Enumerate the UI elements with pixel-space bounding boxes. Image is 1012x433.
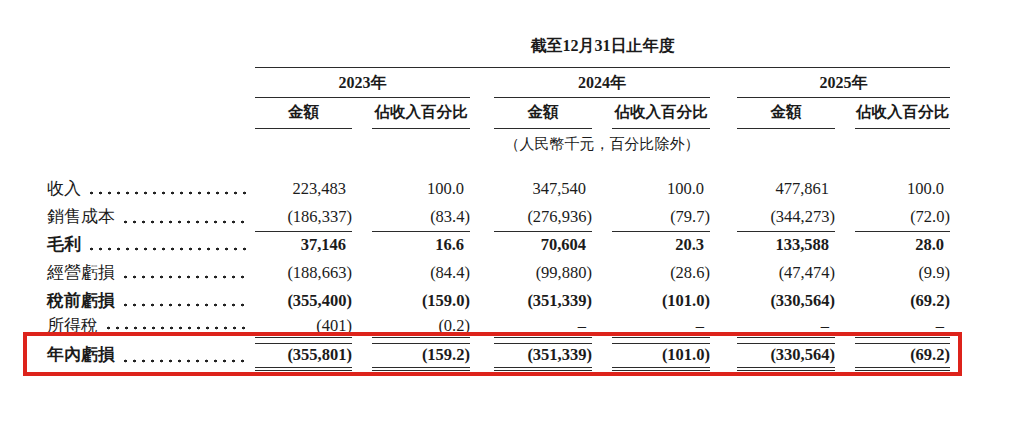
rule-segment: [255, 337, 352, 344]
dot-leader: [121, 259, 247, 287]
col-header-2023-pct: 佔收入百分比: [372, 98, 470, 129]
value-cell: 347,540: [494, 175, 592, 203]
row-label: 年內虧損: [47, 344, 255, 371]
dot-leader: [87, 175, 247, 203]
row-label: 銷售成本: [47, 203, 255, 232]
year-group-row: 2023年 2024年 2025年: [47, 68, 950, 98]
value-cell: (355,400): [255, 287, 352, 315]
value-cell: 100.0: [855, 175, 950, 203]
value-cell: (159.2): [372, 344, 470, 371]
period-header: 截至12月31日止年度: [255, 36, 950, 68]
dot-leader: [104, 315, 247, 338]
col-header-2024-amount: 金額: [494, 98, 592, 129]
value-cell: 28.0: [855, 231, 950, 259]
year-label-2024: 2024年: [494, 68, 710, 98]
value-cell: (84.4): [372, 259, 470, 287]
value-cell: 100.0: [612, 175, 710, 203]
value-cell: 133,588: [737, 231, 835, 259]
year-label-2023: 2023年: [255, 68, 470, 98]
value-cell: (330,564): [737, 287, 835, 315]
value-cell: 477,861: [737, 175, 835, 203]
value-cell: 223,483: [255, 175, 352, 203]
dot-leader: [121, 287, 247, 315]
value-cell: (344,273): [737, 203, 835, 232]
table-row: 經營虧損 (188,663) (84.4) (99,880) (28.6) (47,474…: [47, 259, 950, 287]
value-cell: 37,146: [255, 231, 352, 259]
year-label-2025: 2025年: [737, 68, 950, 98]
table-body: 收入223,483100.0347,540100.0477,861100.0銷售…: [0, 175, 1012, 371]
dot-leader: [121, 344, 247, 371]
value-cell: (69.2): [855, 344, 950, 371]
unit-note-row: （人民幣千元，百分比除外）: [47, 129, 950, 154]
value-cell: (28.6): [612, 259, 710, 287]
table-row: 毛利 37,146 16.6 70,604 20.3 133,588 28.0: [47, 231, 950, 259]
table-row: 收入 223,483 100.0 347,540 100.0 477,861 100.0: [47, 175, 950, 203]
value-cell: (72.0): [855, 203, 950, 232]
value-cell: (401): [255, 315, 352, 338]
rule-segment: [737, 337, 835, 344]
row-label: 收入: [47, 175, 255, 203]
value-cell: (47,474): [737, 259, 835, 287]
col-header-2025-pct: 佔收入百分比: [855, 98, 950, 129]
row-label-text: 毛利: [47, 231, 81, 259]
table-row: 年內虧損 (355,801) (159.2) (351,339) (101.0) (330…: [47, 344, 950, 371]
row-label: 所得稅: [47, 315, 255, 338]
value-cell: (101.0): [612, 344, 710, 371]
unit-note: （人民幣千元，百分比除外）: [494, 129, 710, 154]
value-cell: 70,604: [494, 231, 592, 259]
double-rule-spacer: [47, 337, 950, 344]
value-cell: (159.0): [372, 287, 470, 315]
value-cell: (101.0): [612, 287, 710, 315]
financial-statement-page: 截至12月31日止年度 2023年 2024年 2025年 金額 佔收入百分比 …: [0, 0, 1012, 433]
col-header-2025-amount: 金額: [737, 98, 835, 129]
dot-leader: [121, 203, 247, 232]
row-label: 稅前虧損: [47, 287, 255, 315]
value-cell: 16.6: [372, 231, 470, 259]
value-cell: 20.3: [612, 231, 710, 259]
row-label-text: 收入: [47, 175, 81, 203]
value-cell: (330,564): [737, 344, 835, 371]
value-cell: (276,936): [494, 203, 592, 232]
dot-leader: [87, 231, 247, 259]
row-label-text: 年內虧損: [47, 344, 115, 371]
row-label-text: 銷售成本: [47, 203, 115, 232]
value-cell: –: [855, 315, 950, 338]
row-label-text: 稅前虧損: [47, 287, 115, 315]
value-cell: (351,339): [494, 287, 592, 315]
value-cell: (9.9): [855, 259, 950, 287]
value-cell: (0.2): [372, 315, 470, 338]
value-cell: 100.0: [372, 175, 470, 203]
column-header-row: 金額 佔收入百分比 金額 佔收入百分比 金額 佔收入百分比: [47, 98, 950, 129]
row-label-text: 所得稅: [47, 315, 98, 338]
rule-segment: [612, 337, 710, 344]
rule-segment: [855, 337, 950, 344]
value-cell: (79.7): [612, 203, 710, 232]
value-cell: (355,801): [255, 344, 352, 371]
col-header-2023-amount: 金額: [255, 98, 352, 129]
table-row: 銷售成本 (186,337) (83.4) (276,936) (79.7) (344,2…: [47, 203, 950, 231]
rule-segment: [494, 337, 592, 344]
value-cell: (186,337): [255, 203, 352, 232]
row-label: 毛利: [47, 231, 255, 259]
value-cell: (83.4): [372, 203, 470, 232]
col-header-2024-pct: 佔收入百分比: [612, 98, 710, 129]
value-cell: –: [737, 315, 835, 338]
table-row: 所得稅(401)(0.2)––––: [47, 315, 950, 337]
table-header: 截至12月31日止年度: [47, 36, 950, 68]
value-cell: –: [494, 315, 592, 338]
row-label-text: 經營虧損: [47, 259, 115, 287]
value-cell: (188,663): [255, 259, 352, 287]
value-cell: (99,880): [494, 259, 592, 287]
value-cell: (351,339): [494, 344, 592, 371]
row-label: 經營虧損: [47, 259, 255, 287]
table-row: 稅前虧損 (355,400) (159.0) (351,339) (101.0) (330…: [47, 287, 950, 315]
value-cell: –: [612, 315, 710, 338]
value-cell: (69.2): [855, 287, 950, 315]
rule-segment: [372, 337, 470, 344]
